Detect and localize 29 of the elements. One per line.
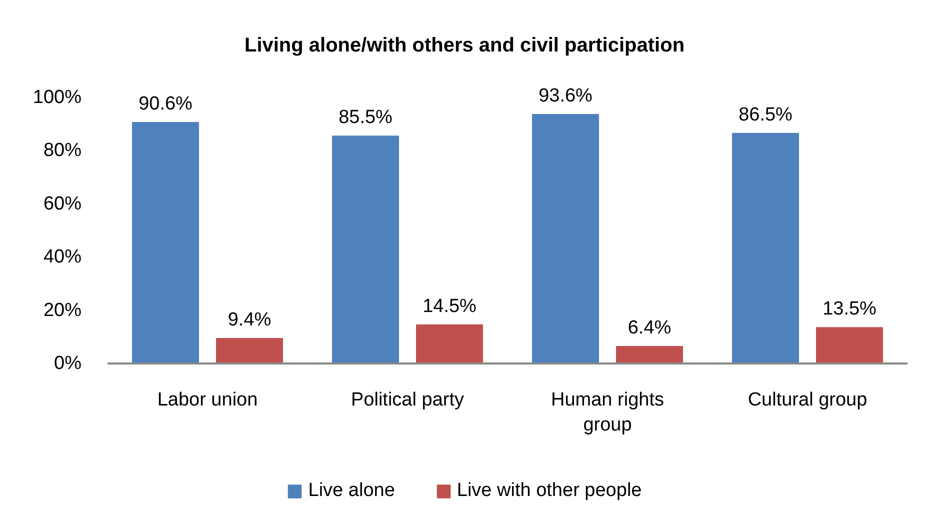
- bar: [332, 136, 399, 364]
- bar: [732, 132, 799, 364]
- bar: [132, 122, 199, 364]
- bar: [216, 338, 283, 364]
- x-tick-label: Labor union: [157, 390, 258, 410]
- data-label: 6.4%: [628, 317, 672, 338]
- bar: [416, 324, 483, 364]
- y-tick-label: 80%: [43, 140, 82, 162]
- legend-label: Live with other people: [456, 480, 642, 502]
- data-label: 86.5%: [738, 104, 793, 126]
- data-label: 9.4%: [228, 309, 272, 330]
- bar: [616, 346, 683, 364]
- chart-title: Living alone/with others and civil participation: [244, 34, 685, 56]
- data-label: 13.5%: [822, 298, 877, 320]
- data-label: 93.6%: [538, 86, 593, 107]
- legend-label: Live alone: [308, 480, 395, 502]
- y-tick-label: 40%: [43, 246, 82, 268]
- x-tick-label: Political party: [351, 390, 464, 410]
- y-tick-label: 60%: [43, 193, 82, 214]
- data-label: 14.5%: [422, 296, 477, 317]
- bar: [816, 327, 883, 364]
- y-tick-label: 0%: [54, 353, 82, 374]
- y-tick-label: 20%: [43, 300, 82, 321]
- x-tick-label: Human rights group: [551, 390, 664, 436]
- data-label: 85.5%: [338, 107, 393, 128]
- y-tick-label: 100%: [32, 87, 82, 108]
- bar: [532, 114, 599, 364]
- data-label: 90.6%: [138, 94, 193, 115]
- x-tick-label: Cultural group: [748, 390, 868, 410]
